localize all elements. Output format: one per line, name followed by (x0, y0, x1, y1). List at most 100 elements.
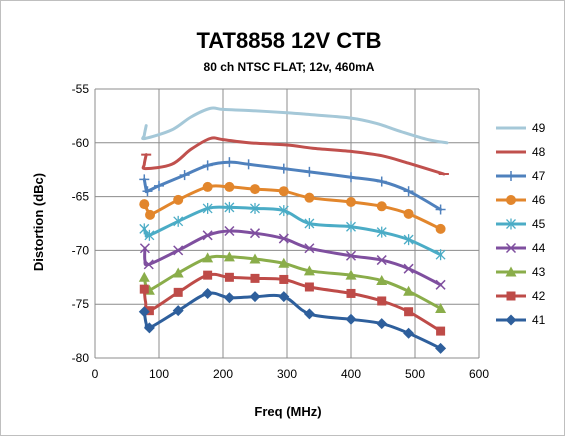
circle-marker (304, 192, 315, 203)
x-tick-label: 200 (213, 367, 233, 381)
legend-item-41: 41 (496, 313, 546, 327)
x-marker (139, 243, 150, 254)
y-tick-label: -65 (72, 190, 90, 204)
x-marker (278, 233, 289, 244)
series-44 (139, 226, 446, 290)
x-tick-label: 600 (469, 367, 489, 381)
x-marker (202, 230, 213, 241)
series-group (138, 106, 449, 354)
series-line (142, 291, 443, 350)
diamond-marker (249, 291, 261, 303)
diamond-marker (223, 292, 235, 304)
x-marker (249, 228, 261, 239)
diamond-marker (505, 314, 517, 326)
x-axis-label: Freq (MHz) (254, 404, 321, 419)
chart-subtitle: 80 ch NTSC FLAT; 12v, 460mA (204, 60, 375, 74)
diamond-marker (303, 308, 315, 320)
series-line (143, 229, 443, 287)
legend-item-46: 46 (496, 193, 546, 207)
series-line (142, 160, 443, 211)
legend-item-47: 47 (496, 169, 546, 183)
circle-marker (202, 181, 213, 192)
x-marker (173, 245, 184, 256)
square-marker (346, 288, 356, 298)
series-42 (139, 270, 446, 336)
x-marker (224, 226, 235, 237)
series-46 (139, 181, 446, 234)
x-marker (435, 279, 446, 290)
square-marker (377, 296, 387, 306)
circle-marker (403, 208, 414, 219)
series-45 (139, 201, 446, 261)
legend-item-48: 48 (496, 145, 546, 159)
triangle-marker (505, 266, 517, 277)
x-marker (304, 243, 315, 254)
legend: 49 48 47 46 45 44 43 42 41 (496, 121, 546, 327)
legend-label: 49 (532, 121, 546, 135)
square-marker (506, 291, 516, 301)
tick-labels: -55 -60 -65 -70 -75 -800 100 200 300 400 500 600 (72, 82, 490, 381)
square-marker (279, 274, 289, 284)
series-47 (139, 157, 446, 215)
legend-item-44: 44 (496, 241, 546, 255)
diamond-marker (172, 305, 184, 317)
series-line (141, 106, 449, 145)
series-43 (138, 251, 447, 314)
circle-marker (139, 199, 150, 210)
legend-item-42: 42 (496, 289, 546, 303)
triangle-marker (303, 265, 315, 276)
circle-marker (224, 181, 235, 192)
diamond-marker (403, 327, 415, 339)
diamond-marker (376, 318, 388, 330)
y-tick-label: -55 (72, 82, 90, 96)
x-tick-label: 500 (405, 367, 425, 381)
square-marker (250, 273, 260, 283)
y-axis-label: Distortion (dBc) (31, 173, 46, 271)
y-tick-label: -60 (72, 136, 90, 150)
diamond-marker (345, 313, 357, 325)
series-line (141, 136, 446, 176)
circle-marker (346, 196, 356, 207)
square-marker (203, 270, 213, 280)
square-marker (436, 326, 446, 336)
legend-label: 42 (532, 289, 546, 303)
x-tick-label: 300 (277, 367, 297, 381)
square-marker (144, 306, 154, 316)
triangle-marker (138, 271, 150, 282)
legend-label: 47 (532, 169, 546, 183)
legend-item-45: 45 (496, 217, 546, 231)
triangle-marker (278, 257, 290, 268)
x-tick-label: 100 (149, 367, 169, 381)
square-marker (173, 287, 183, 297)
y-tick-label: -75 (72, 297, 90, 311)
y-tick-label: -80 (72, 351, 90, 365)
series-48 (141, 136, 449, 176)
triangle-marker (345, 269, 357, 280)
x-tick-label: 0 (92, 367, 99, 381)
triangle-marker (403, 285, 415, 296)
triangle-marker (202, 252, 214, 263)
legend-label: 46 (532, 193, 546, 207)
triangle-marker (249, 253, 261, 264)
square-marker (224, 272, 234, 282)
x-marker (376, 255, 387, 266)
series-line (142, 184, 443, 231)
diamond-marker (138, 306, 150, 318)
diamond-marker (435, 342, 447, 354)
series-41 (138, 287, 447, 354)
grid (94, 88, 480, 359)
square-marker (304, 282, 314, 292)
legend-label: 45 (532, 217, 546, 231)
diamond-marker (202, 287, 214, 299)
x-marker (403, 263, 414, 274)
square-marker (139, 284, 149, 294)
chart-title: TAT8858 12V CTB (196, 28, 381, 53)
series-49 (141, 106, 449, 145)
legend-label: 48 (532, 145, 546, 159)
legend-item-43: 43 (496, 265, 546, 279)
y-tick-label: -70 (72, 243, 90, 257)
x-marker (505, 242, 517, 254)
legend-label: 41 (532, 313, 546, 327)
